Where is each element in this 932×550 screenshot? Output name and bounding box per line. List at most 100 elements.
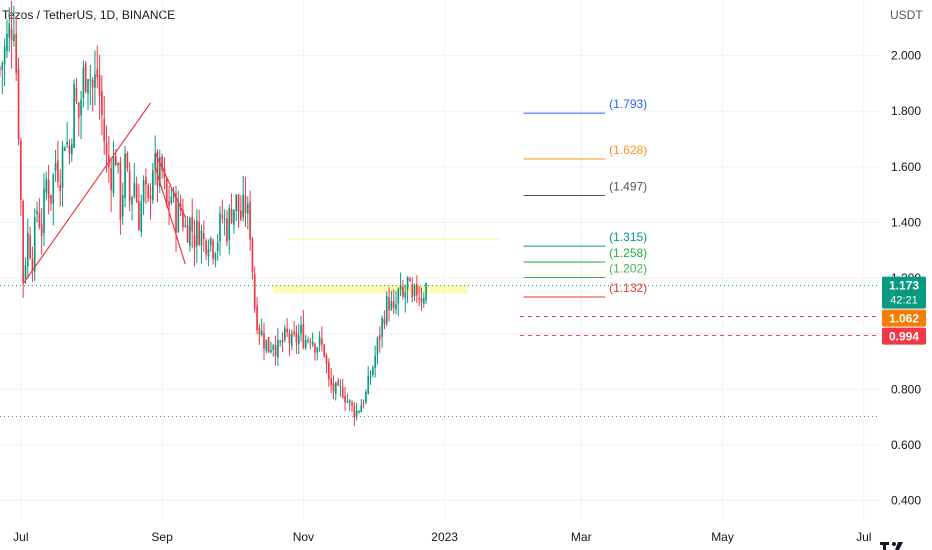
candle-body [77,102,80,118]
candle-body [307,339,309,342]
candle-body [411,284,414,298]
candle-body [221,215,224,219]
candle-body [128,170,131,201]
candle-body [413,284,416,297]
candle-body [392,301,395,308]
x-tick-label: 2023 [431,530,458,544]
candle-body [418,298,420,300]
candle-body [98,74,101,97]
resistance-zone [273,285,468,294]
candle-body [68,145,71,154]
candle-body [286,328,288,333]
candle-body [207,248,210,256]
candle-body [101,91,103,115]
price-badge-label: 1.062 [889,312,919,326]
y-tick-label: 1.600 [891,160,921,174]
candle-body [54,163,57,172]
candle-body [36,210,38,214]
candle-body [249,201,251,240]
candle-body [198,221,200,245]
candle-body [404,292,407,298]
candle-body [358,411,360,413]
candle-body [230,208,233,223]
candle-body [189,218,191,246]
y-tick-label: 2.000 [891,49,921,63]
candle-body [240,210,242,220]
candle-body [360,405,363,413]
y-tick-label: 0.400 [891,494,921,508]
candle-body [316,347,319,353]
price-badge-label: 1.173 [889,279,919,293]
candle-body [147,185,150,198]
candle-body [325,355,328,365]
candle-body [145,176,147,185]
x-tick-label: Jul [13,530,28,544]
fib-level-label: (1.315) [609,230,647,244]
candle-body [381,317,383,337]
candle-body [15,33,18,74]
candle-body [6,33,8,52]
candle-body [205,240,207,255]
candle-body [402,287,404,297]
candle-body [406,276,409,290]
candle-body [43,188,45,234]
candle-body [351,402,353,406]
candle-body [367,375,370,394]
candle-body [20,140,22,200]
candle-body [390,301,393,309]
candle-body [314,343,316,353]
candle-body [374,355,376,368]
candle-body [121,195,124,217]
candle-body [425,282,427,301]
candle-body [73,83,75,148]
candle-body [103,118,106,142]
candle-body [124,153,126,198]
candle-body [29,234,31,259]
candle-body [420,298,423,303]
price-unit-label: USDT [890,8,923,22]
drawing-lines [0,102,880,418]
candle-body [142,180,145,202]
candle-body [330,378,332,385]
candle-body [397,288,400,304]
candle-body [70,144,73,155]
grid-layer [0,0,880,520]
candle-body [376,337,379,355]
candle-body [321,338,323,345]
x-axis: Jul Sep Nov 2023 Mar May Jul [13,530,871,544]
candle-body [75,88,78,102]
candle-body [365,391,367,403]
candle-body [214,253,217,260]
candle-body [383,318,386,325]
candle-body [251,238,254,272]
level-labels: (1.793) (1.628) (1.497) (1.315) (1.258) (1.20… [609,97,647,295]
candle-body [416,284,418,296]
candle-body [168,201,170,207]
fib-level-label: (1.132) [609,281,647,295]
candle-body [223,218,226,220]
candle-body [334,382,337,394]
candle-body [26,232,29,267]
candle-body [10,28,13,41]
candle-body [64,147,66,151]
candle-body [140,201,143,232]
candle-body [196,220,198,246]
candle-body [152,170,154,201]
price-badge-label: 0.994 [889,330,919,344]
price-badge [882,276,926,309]
candle-body [158,157,161,186]
candle-body [233,209,235,225]
candle-body [114,155,117,166]
candle-body [3,46,6,65]
candle-body [244,195,247,214]
candle-body [165,179,168,205]
candle-body [256,306,258,331]
candle-body [265,339,268,351]
fib-level-label: (1.628) [609,143,647,157]
candle-body [290,334,293,347]
candle-body [47,179,50,199]
candle-body [309,341,312,343]
candle-body [388,297,390,311]
candle-body [40,224,43,236]
